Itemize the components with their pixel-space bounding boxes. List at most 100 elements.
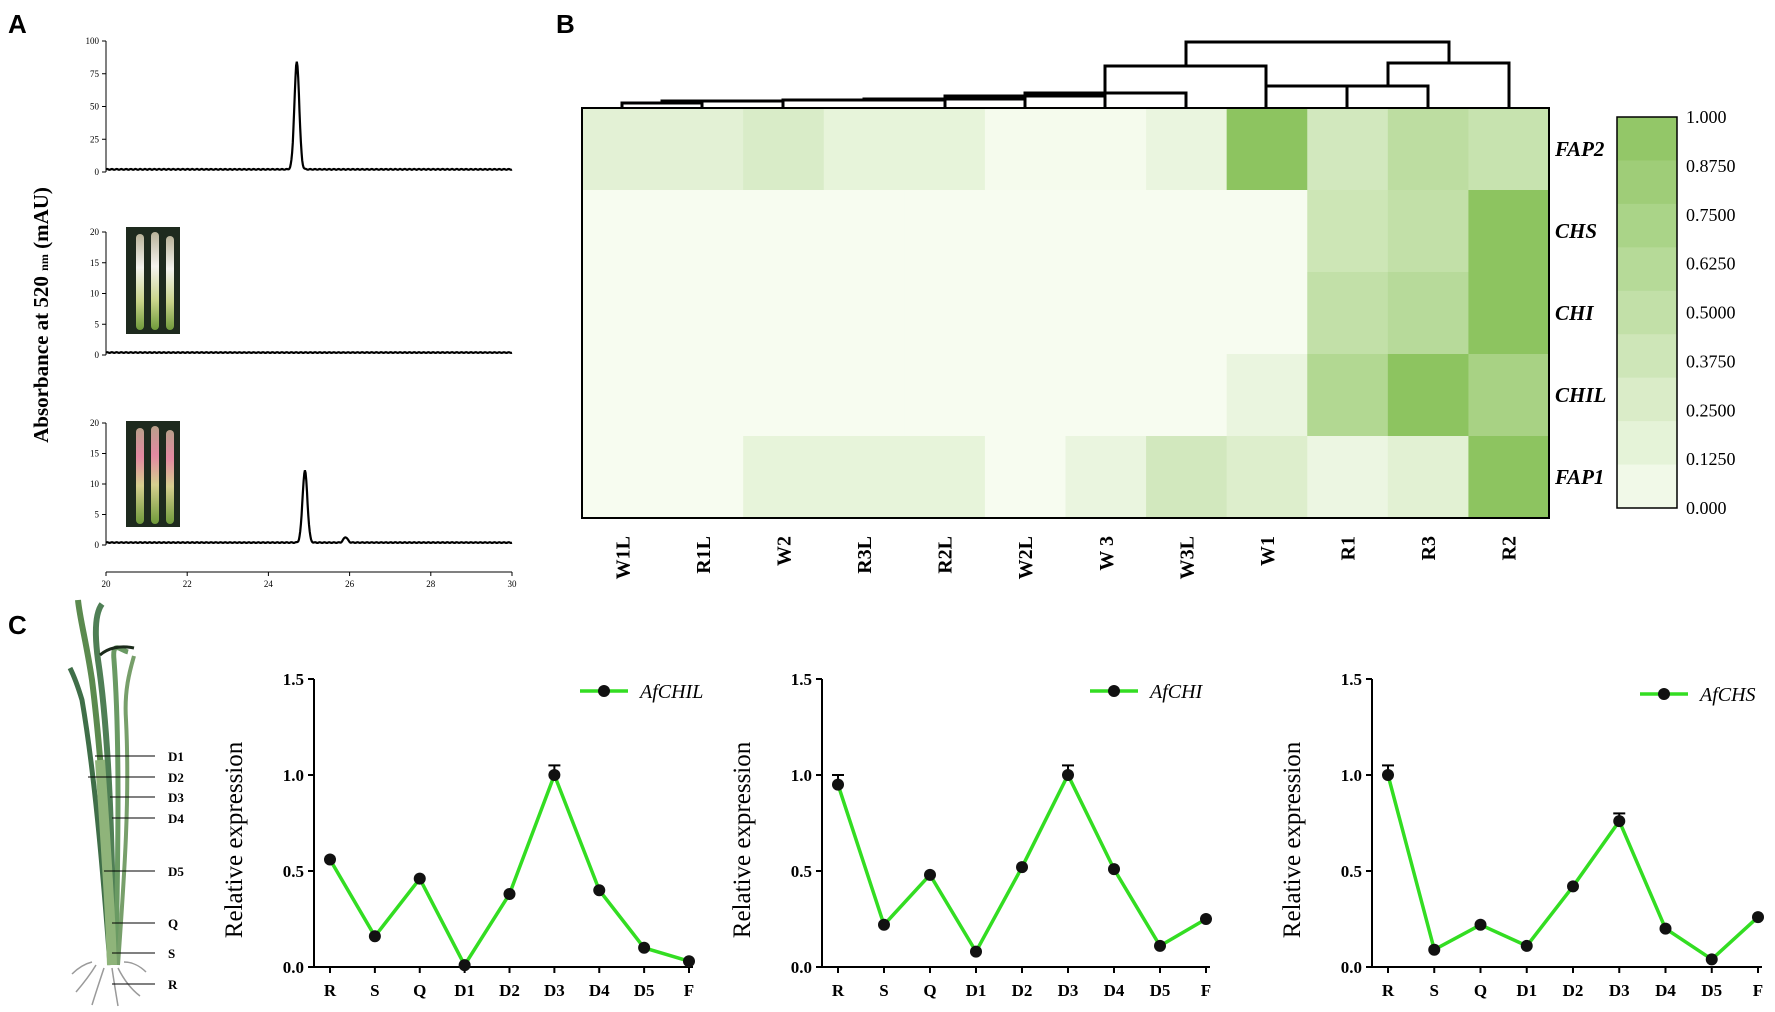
- x-tick-label: F: [1753, 981, 1763, 1000]
- heatmap-cell: [1146, 272, 1228, 355]
- heatmap-cell: [904, 354, 986, 437]
- heatmap-border: [581, 107, 1550, 519]
- plant-part-label: D2: [168, 770, 184, 785]
- heatmap-column-label: R2L: [935, 536, 957, 574]
- y-tick-label: 0.0: [283, 958, 304, 977]
- data-point: [368, 930, 381, 943]
- plant-root: [117, 967, 141, 997]
- chromatogram-trace: [105, 470, 513, 545]
- colorbar-swatch: [1617, 334, 1677, 379]
- heatmap-cell: [1468, 190, 1550, 273]
- expression-y-axis-label: Relative expression: [1279, 741, 1306, 938]
- colorbar-tick-label: 0.5000: [1686, 303, 1736, 323]
- inset-photo-white-base: [126, 227, 180, 334]
- inset-stem: [151, 232, 159, 330]
- heatmap-row-label: CHI: [1555, 301, 1594, 325]
- x-tick-label: D2: [499, 981, 520, 1000]
- y-tick-label: 0.0: [791, 958, 812, 977]
- chromatogram-y-axis-label: Absorbance at 520 nm (mAU): [29, 187, 53, 443]
- colorbar-tick-label: 0.000: [1686, 498, 1727, 518]
- expression-series-line: [1386, 774, 1760, 962]
- expression-series-line: [328, 770, 690, 969]
- heatmap-cell: [1226, 108, 1308, 191]
- data-point: [1567, 880, 1579, 893]
- heatmap-cell: [1387, 190, 1470, 273]
- data-point: [1705, 953, 1718, 966]
- plant-part-label: D5: [168, 864, 184, 879]
- heatmap-cell: [1226, 436, 1308, 519]
- heatmap-column-label: R3: [1418, 536, 1440, 560]
- data-point: [548, 769, 561, 781]
- colorbar-border: [1616, 116, 1678, 509]
- legend-label: AfCHS: [1698, 684, 1756, 706]
- heatmap-cell: [662, 272, 744, 355]
- heatmap-cell: [662, 436, 744, 519]
- plant-leaf-tip: [99, 645, 135, 657]
- heatmap-cell: [904, 436, 986, 519]
- x-tick-label: D5: [1150, 981, 1171, 1000]
- plant-part-label: D1: [168, 749, 184, 764]
- y-tick-label: 20: [90, 418, 100, 428]
- expression-y-axis-label: Relative expression: [729, 741, 756, 938]
- heatmap-cell: [1307, 436, 1389, 519]
- panel-letter-a: A: [8, 9, 27, 39]
- data-point: [878, 918, 890, 931]
- heatmap-panel: FAP2 CHS CHI CHIL FAP1 W1L R1L W2 R3L R2L W2L W 3 W…: [581, 40, 1736, 579]
- heatmap-column-label: W 3: [1096, 536, 1118, 571]
- heatmap-cell: [1468, 436, 1550, 519]
- heatmap-cell: [1065, 272, 1147, 355]
- heatmap-cell: [1146, 354, 1228, 437]
- y-tick-label: 1.0: [791, 766, 812, 785]
- heatmap-cell: [1307, 108, 1389, 191]
- y-tick-label: 0.5: [1341, 862, 1362, 881]
- x-tick-label: S: [1430, 981, 1439, 1000]
- heatmap-cell: [1387, 272, 1470, 355]
- panel-letter-b: B: [556, 9, 575, 39]
- heatmap-cell: [1226, 272, 1308, 355]
- colorbar-swatch: [1617, 421, 1677, 466]
- inset-stem: [166, 430, 174, 524]
- heatmap-cell: [904, 108, 986, 191]
- x-tick-label: D1: [966, 981, 987, 1000]
- y-tick-label: 1.5: [791, 670, 812, 689]
- heatmap-cell: [984, 436, 1067, 519]
- y-tick-label: 50: [90, 102, 100, 112]
- dendro-link: [1264, 84, 1347, 108]
- dendro-link: [1345, 84, 1430, 108]
- heatmap-cell: [823, 272, 905, 355]
- data-point: [1382, 769, 1394, 781]
- colorbar-swatch: [1617, 377, 1677, 422]
- heatmap-cell: [1146, 190, 1228, 273]
- plant-root: [111, 967, 119, 1007]
- y-tick-label: 100: [86, 36, 100, 46]
- data-point: [970, 945, 982, 958]
- y-tick-label: 25: [90, 134, 100, 144]
- x-tick-label: Q: [1474, 981, 1487, 1000]
- heatmap-cell: [984, 190, 1067, 273]
- heatmap-column-label: R2: [1499, 536, 1521, 560]
- y-tick-label: 10: [90, 289, 100, 299]
- dendro-link: [781, 98, 947, 108]
- data-point: [324, 853, 336, 866]
- x-tick-label: S: [879, 981, 888, 1000]
- heatmap-cell: [662, 190, 744, 273]
- y-tick-label: 0: [95, 540, 100, 550]
- colorbar-tick-label: 0.7500: [1686, 205, 1736, 225]
- heatmap-cell: [1387, 436, 1470, 519]
- heatmap-cell: [743, 108, 825, 191]
- x-tick-label: 26: [345, 579, 355, 589]
- legend-label: AfCHIL: [638, 681, 703, 703]
- data-point: [1016, 861, 1028, 874]
- chromatogram-panel: Absorbance at 520 nm (mAU) 1007550250201…: [29, 36, 517, 589]
- plant-root: [123, 961, 147, 973]
- x-tick-label: 22: [183, 579, 192, 589]
- x-tick-label: D4: [1655, 981, 1676, 1000]
- data-point: [1062, 769, 1074, 781]
- heatmap-column-label: W1: [1257, 536, 1279, 566]
- x-tick-label: D4: [1104, 981, 1125, 1000]
- dendro-link: [1184, 40, 1451, 66]
- x-tick-label: D3: [1058, 981, 1079, 1000]
- heatmap-cell: [1065, 436, 1147, 519]
- heatmap-cell: [823, 190, 905, 273]
- heatmap-column-label: W2L: [1015, 536, 1037, 579]
